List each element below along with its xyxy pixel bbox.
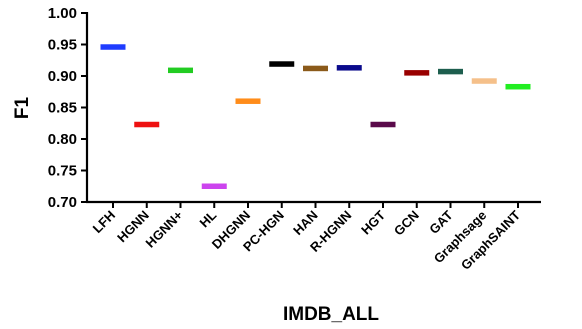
x-tick-label: LFH — [90, 208, 118, 236]
y-axis-title: F1 — [12, 96, 33, 119]
data-mark-r-hgnn — [336, 65, 362, 71]
data-marks — [100, 44, 531, 189]
y-axis: 0.70 0.75 0.80 0.85 0.90 0.95 1.00 — [48, 5, 89, 211]
y-tick-label: 0.75 — [48, 163, 77, 180]
data-mark-hl — [201, 183, 227, 189]
data-mark-gcn — [404, 70, 430, 76]
x-tick-label: HL — [197, 207, 220, 230]
x-tick-label: HGT — [358, 207, 388, 237]
y-tick-label: 0.90 — [48, 68, 77, 85]
data-mark-gat — [438, 68, 463, 75]
y-tick-label: 0.85 — [48, 100, 77, 117]
x-tick-label: HAN — [290, 208, 321, 239]
y-tick-label: 0.95 — [48, 37, 77, 54]
x-tick-label: GCN — [391, 208, 422, 239]
y-tick-label: 0.70 — [48, 194, 77, 211]
data-mark-hgnn- — [168, 67, 193, 74]
x-tick-label: HGNN+ — [143, 207, 186, 250]
data-mark-han — [303, 65, 328, 72]
data-mark-hgnn — [134, 121, 160, 128]
y-tick-label: 0.80 — [48, 131, 77, 148]
x-axis-title: IMDB_ALL — [283, 304, 379, 325]
data-mark-dhgnn — [235, 98, 261, 104]
data-mark-graphsage — [471, 78, 497, 84]
data-mark-lfh — [100, 44, 126, 50]
data-mark-pc-hgn — [269, 61, 295, 67]
data-mark-hgt — [370, 121, 396, 128]
x-tick-label: GAT — [426, 207, 455, 236]
data-mark-graphsaint — [505, 83, 531, 90]
y-tick-label: 1.00 — [48, 5, 77, 22]
